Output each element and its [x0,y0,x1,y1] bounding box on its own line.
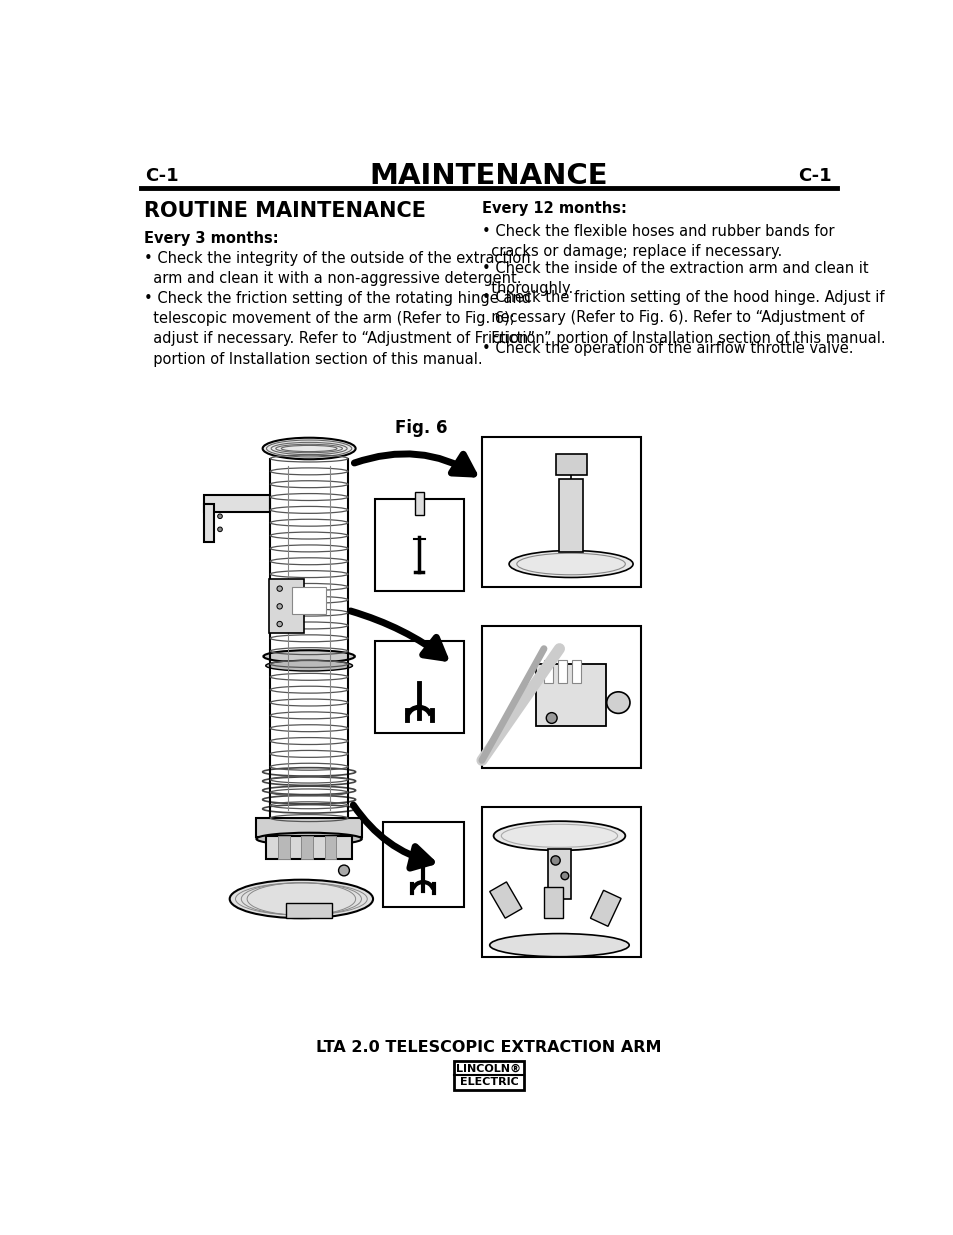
Ellipse shape [606,692,629,714]
Circle shape [338,864,349,876]
Text: Fig. 6: Fig. 6 [395,419,447,437]
Circle shape [546,713,557,724]
Bar [415,493,423,515]
Text: Every 12 months:: Every 12 months: [481,200,626,216]
Circle shape [217,527,222,531]
Bar [286,903,332,918]
Circle shape [276,621,282,626]
Ellipse shape [262,437,355,459]
Ellipse shape [230,879,373,918]
Circle shape [550,856,559,864]
Text: C-1: C-1 [146,167,179,185]
Bar [204,504,213,542]
Bar [558,479,582,552]
Text: • Check the friction setting of the hood hinge. Adjust if
  necessary (Refer to : • Check the friction setting of the hood… [481,290,884,346]
Text: • Check the operation of the airflow throttle valve.: • Check the operation of the airflow thr… [481,341,853,356]
Ellipse shape [266,661,353,671]
Bar [536,664,605,726]
Bar [204,495,270,511]
Ellipse shape [509,551,633,578]
Bar [324,836,335,858]
Text: LTA 2.0 TELESCOPIC EXTRACTION ARM: LTA 2.0 TELESCOPIC EXTRACTION ARM [315,1040,661,1055]
Bar [481,806,640,957]
FancyArrowPatch shape [353,805,431,868]
Text: • Check the friction setting of the rotating hinge and
  telescopic movement of : • Check the friction setting of the rota… [144,290,535,367]
Text: C-1: C-1 [798,167,831,185]
Ellipse shape [489,934,629,957]
Bar [266,836,352,858]
Text: LINCOLN®: LINCOLN® [456,1063,521,1073]
Circle shape [560,872,568,879]
Bar [382,823,464,906]
FancyArrowPatch shape [354,453,474,474]
Text: ROUTINE MAINTENANCE: ROUTINE MAINTENANCE [144,200,426,221]
Circle shape [276,604,282,609]
Bar [543,888,562,918]
Bar [269,579,303,634]
Text: • Check the inside of the extraction arm and clean it
  thoroughly.: • Check the inside of the extraction arm… [481,261,867,296]
Bar [301,836,313,858]
Bar [375,499,464,592]
Ellipse shape [256,832,361,845]
Ellipse shape [263,651,355,662]
Bar [571,661,580,683]
Bar [547,848,571,899]
Bar [292,587,326,614]
Circle shape [217,514,222,519]
Bar [543,661,553,683]
Bar [558,661,567,683]
Bar [256,818,361,837]
Bar [481,626,640,768]
Text: ELECTRIC: ELECTRIC [459,1077,517,1087]
Text: • Check the flexible hoses and rubber bands for
  cracks or damage; replace if n: • Check the flexible hoses and rubber ba… [481,224,834,259]
Text: Every 3 months:: Every 3 months: [144,231,278,246]
Bar [555,454,586,475]
Bar [454,1061,523,1091]
Text: MAINTENANCE: MAINTENANCE [369,162,608,190]
Bar [375,641,464,734]
Circle shape [276,585,282,592]
Ellipse shape [493,821,624,851]
FancyArrowPatch shape [350,611,444,658]
Bar [489,882,521,918]
Bar [278,836,290,858]
Text: • Check the integrity of the outside of the extraction
  arm and clean it with a: • Check the integrity of the outside of … [144,251,530,287]
Bar [481,437,640,587]
Bar [590,890,620,926]
